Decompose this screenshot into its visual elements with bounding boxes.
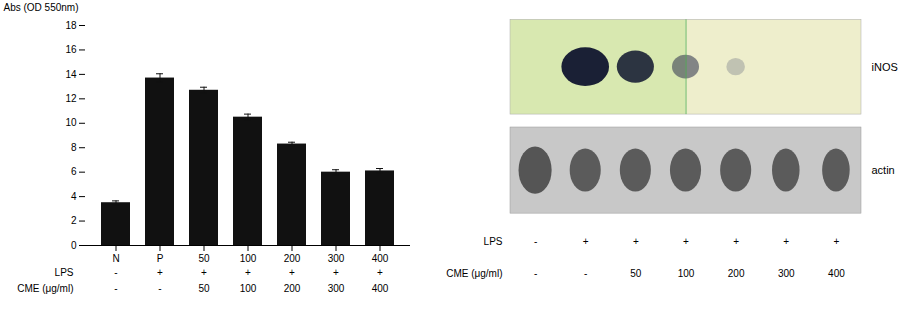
- svg-text:300: 300: [778, 268, 795, 279]
- svg-text:8: 8: [71, 142, 77, 153]
- svg-text:+: +: [683, 236, 689, 247]
- svg-text:50: 50: [198, 283, 210, 294]
- svg-text:+: +: [157, 267, 163, 278]
- svg-text:200: 200: [284, 283, 301, 294]
- svg-text:-: -: [114, 283, 117, 294]
- svg-text:+: +: [733, 236, 739, 247]
- svg-text:+: +: [201, 267, 207, 278]
- svg-text:+: +: [583, 236, 589, 247]
- svg-text:2: 2: [71, 215, 77, 226]
- svg-text:N: N: [112, 253, 119, 264]
- svg-text:10: 10: [65, 117, 77, 128]
- svg-text:-: -: [158, 283, 161, 294]
- svg-text:4: 4: [71, 191, 77, 202]
- svg-text:+: +: [289, 267, 295, 278]
- svg-text:Abs (OD 550nm): Abs (OD 550nm): [4, 2, 79, 13]
- svg-text:-: -: [534, 268, 537, 279]
- svg-text:400: 400: [372, 253, 389, 264]
- svg-text:200: 200: [284, 253, 301, 264]
- svg-text:300: 300: [328, 253, 345, 264]
- svg-text:300: 300: [328, 283, 345, 294]
- svg-text:P: P: [157, 253, 164, 264]
- svg-text:12: 12: [65, 93, 77, 104]
- svg-text:CME (μg/ml): CME (μg/ml): [446, 268, 502, 279]
- svg-text:100: 100: [240, 253, 257, 264]
- svg-text:CME (μg/ml): CME (μg/ml): [17, 283, 73, 294]
- svg-text:400: 400: [372, 283, 389, 294]
- svg-text:14: 14: [65, 69, 77, 80]
- svg-text:+: +: [633, 236, 639, 247]
- svg-text:-: -: [584, 268, 587, 279]
- svg-text:actin: actin: [872, 164, 895, 176]
- svg-text:100: 100: [240, 283, 257, 294]
- svg-text:LPS: LPS: [484, 236, 503, 247]
- svg-text:50: 50: [630, 268, 642, 279]
- svg-text:-: -: [114, 267, 117, 278]
- svg-text:100: 100: [678, 268, 695, 279]
- svg-text:+: +: [834, 236, 840, 247]
- svg-text:16: 16: [65, 44, 77, 55]
- svg-text:LPS: LPS: [55, 267, 74, 278]
- svg-text:+: +: [783, 236, 789, 247]
- svg-text:400: 400: [828, 268, 845, 279]
- svg-text:+: +: [377, 267, 383, 278]
- svg-text:-: -: [534, 236, 537, 247]
- svg-text:50: 50: [198, 253, 210, 264]
- svg-text:6: 6: [71, 166, 77, 177]
- svg-text:200: 200: [728, 268, 745, 279]
- svg-text:0: 0: [71, 240, 77, 251]
- svg-text:+: +: [333, 267, 339, 278]
- svg-text:18: 18: [65, 20, 77, 31]
- svg-text:+: +: [245, 267, 251, 278]
- svg-text:iNOS: iNOS: [872, 61, 898, 73]
